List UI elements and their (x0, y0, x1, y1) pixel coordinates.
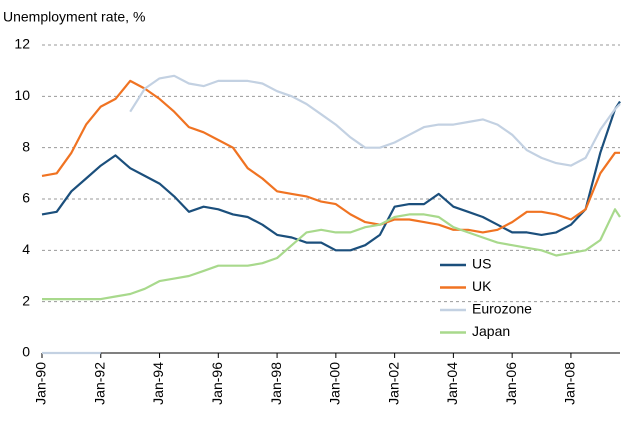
legend-label: US (472, 256, 491, 272)
x-tick-label: Jan-00 (327, 362, 343, 405)
x-tick-label: Jan-96 (209, 362, 225, 405)
y-tick-label: 4 (22, 241, 30, 257)
x-tick-label: Jan-06 (503, 362, 519, 405)
x-tick-label: Jan-02 (385, 362, 401, 405)
x-tick-label: Jan-98 (268, 362, 284, 405)
y-tick-label: 2 (22, 292, 30, 308)
y-tick-label: 0 (22, 344, 30, 360)
y-tick-label: 8 (22, 138, 30, 154)
legend-label: Eurozone (472, 301, 532, 317)
x-tick-label: Jan-04 (444, 362, 460, 405)
x-tick-label: Jan-90 (33, 362, 49, 405)
chart-title: Unemployment rate, % (3, 9, 145, 25)
y-tick-label: 12 (14, 36, 30, 52)
x-tick-label: Jan-08 (562, 362, 578, 405)
legend-label: Japan (472, 323, 510, 339)
legend-label: UK (472, 278, 492, 294)
x-tick-label: Jan-94 (150, 362, 166, 405)
y-tick-label: 6 (22, 190, 30, 206)
y-tick-label: 10 (14, 87, 30, 103)
series-line (41, 79, 620, 234)
x-tick-label: Jan-92 (91, 362, 107, 405)
series-line (42, 208, 621, 301)
series-line (41, 100, 621, 252)
series-line (42, 74, 621, 355)
